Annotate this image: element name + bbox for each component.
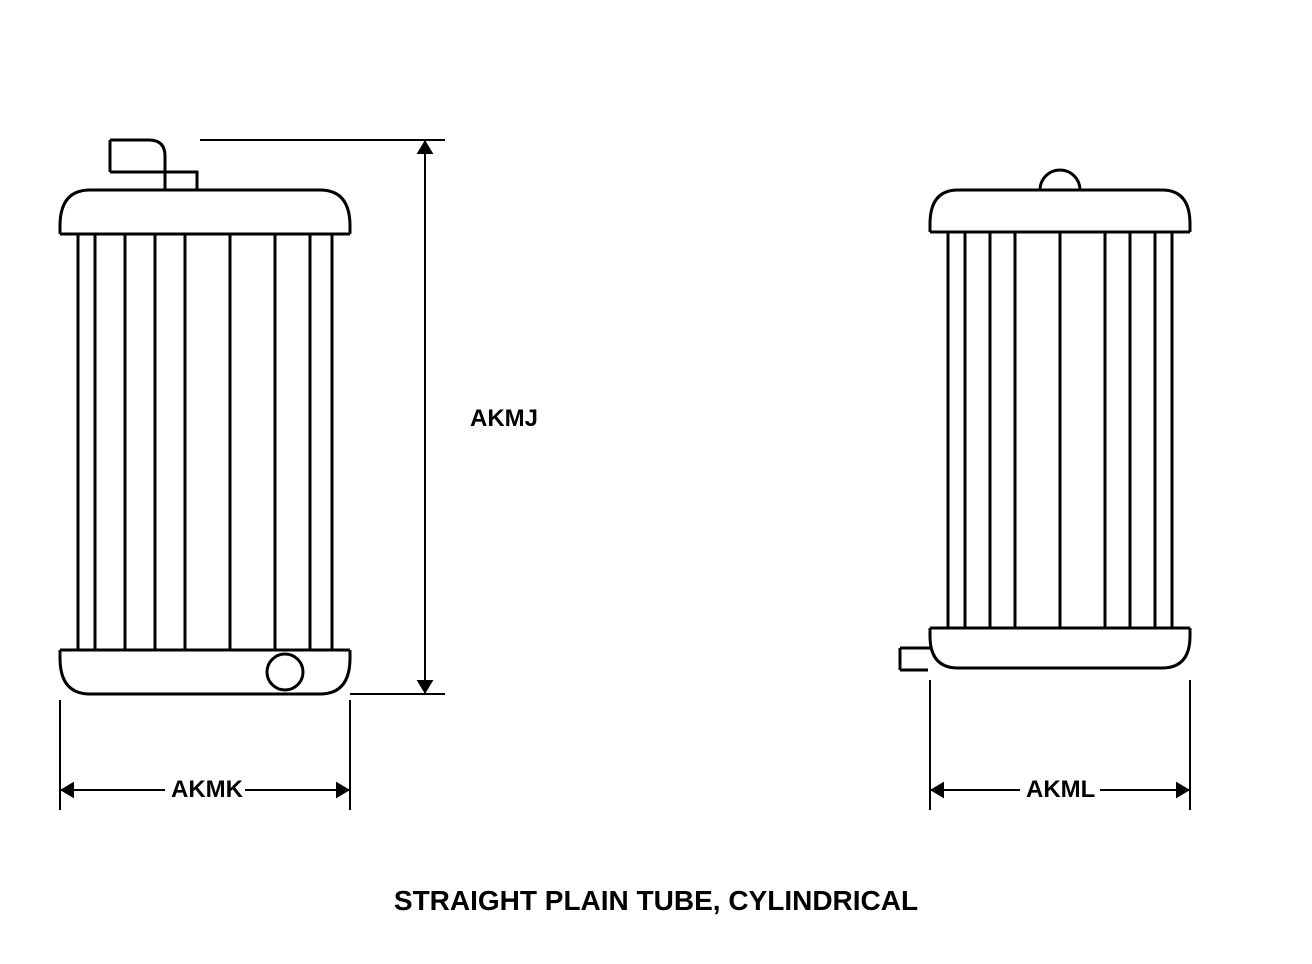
dimension-label-vertical: AKMJ bbox=[470, 405, 538, 433]
dimension-label-left: AKMK bbox=[165, 776, 245, 804]
diagram-svg bbox=[0, 0, 1312, 964]
dimension-label-right: AKML bbox=[1020, 776, 1100, 804]
diagram-canvas: STRAIGHT PLAIN TUBE, CYLINDRICAL AKMJ AK… bbox=[0, 0, 1312, 964]
diagram-title: STRAIGHT PLAIN TUBE, CYLINDRICAL bbox=[0, 885, 1312, 917]
